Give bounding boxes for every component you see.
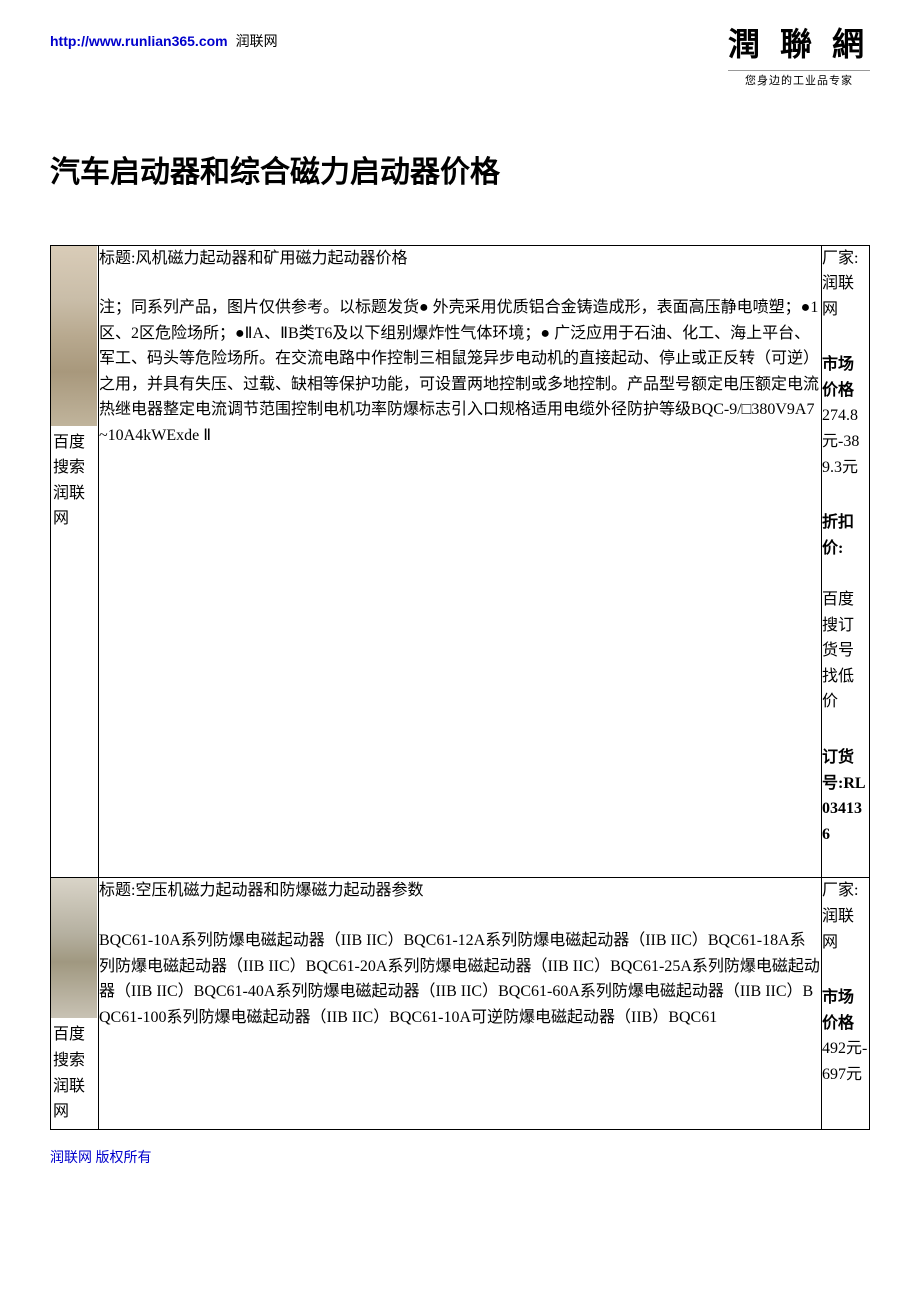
market-price-value: 274.8元-389.3元 [822,407,859,475]
market-price-label: 市场价格 [822,989,854,1032]
row-description-cell: 标题:风机磁力起动器和矿用磁力起动器价格 注；同系列产品，图片仅供参考。以标题发… [99,245,822,878]
market-price-label: 市场价格 [822,356,854,399]
logo: 潤 聯 網 您身边的工业品专家 [728,20,870,90]
row-description-cell: 标题:空压机磁力起动器和防爆磁力起动器参数 BQC61-10A系列防爆电磁起动器… [99,878,822,1129]
page-header: http://www.runlian365.com 润联网 潤 聯 網 您身边的… [50,30,870,90]
spacer [822,847,869,877]
product-table: 百度搜索润联网 标题:风机磁力起动器和矿用磁力起动器价格 注；同系列产品，图片仅… [50,245,870,1130]
market-price: 市场价格 274.8元-389.3元 [822,352,869,480]
market-price: 市场价格 492元-697元 [822,985,869,1087]
discount-note: 百度搜订货号找低价 [822,591,854,710]
brand-suffix: 润联网 [236,35,278,50]
row-price-cell: 厂家:润联网 市场价格 274.8元-389.3元 折扣价: 百度搜订货号找低价… [822,245,870,878]
vendor: 厂家:润联网 [822,246,869,323]
site-url-link[interactable]: http://www.runlian365.com [50,33,228,49]
left-caption: 百度搜索润联网 [51,1018,98,1128]
product-thumbnail [51,246,97,426]
row-body: 注；同系列产品，图片仅供参考。以标题发货● 外壳采用优质铝合金铸造成形，表面高压… [99,295,821,449]
page-title: 汽车启动器和综合磁力启动器价格 [50,150,870,195]
footer-copyright: 润联网 版权所有 [50,1148,870,1169]
discount-price: 折扣价: 百度搜订货号找低价 [822,510,869,715]
header-left: http://www.runlian365.com 润联网 [50,30,278,54]
row-price-cell: 厂家:润联网 市场价格 492元-697元 [822,878,870,1129]
table-row: 百度搜索润联网 标题:风机磁力起动器和矿用磁力起动器价格 注；同系列产品，图片仅… [51,245,870,878]
product-thumbnail [51,878,97,1018]
logo-subtitle: 您身边的工业品专家 [728,70,870,90]
table-row: 百度搜索润联网 标题:空压机磁力起动器和防爆磁力起动器参数 BQC61-10A系… [51,878,870,1129]
discount-label: 折扣价: [822,514,854,557]
left-caption: 百度搜索润联网 [51,426,98,536]
market-price-value: 492元-697元 [822,1040,867,1083]
order-number: 订货号:RL034136 [822,745,869,847]
row-left-cell: 百度搜索润联网 [51,245,99,878]
vendor: 厂家:润联网 [822,878,869,955]
row-title: 标题:空压机磁力起动器和防爆磁力起动器参数 [99,878,821,904]
row-title: 标题:风机磁力起动器和矿用磁力起动器价格 [99,246,821,272]
logo-main-text: 潤 聯 網 [728,20,870,68]
row-body: BQC61-10A系列防爆电磁起动器（IIB IIC）BQC61-12A系列防爆… [99,928,821,1030]
row-left-cell: 百度搜索润联网 [51,878,99,1129]
